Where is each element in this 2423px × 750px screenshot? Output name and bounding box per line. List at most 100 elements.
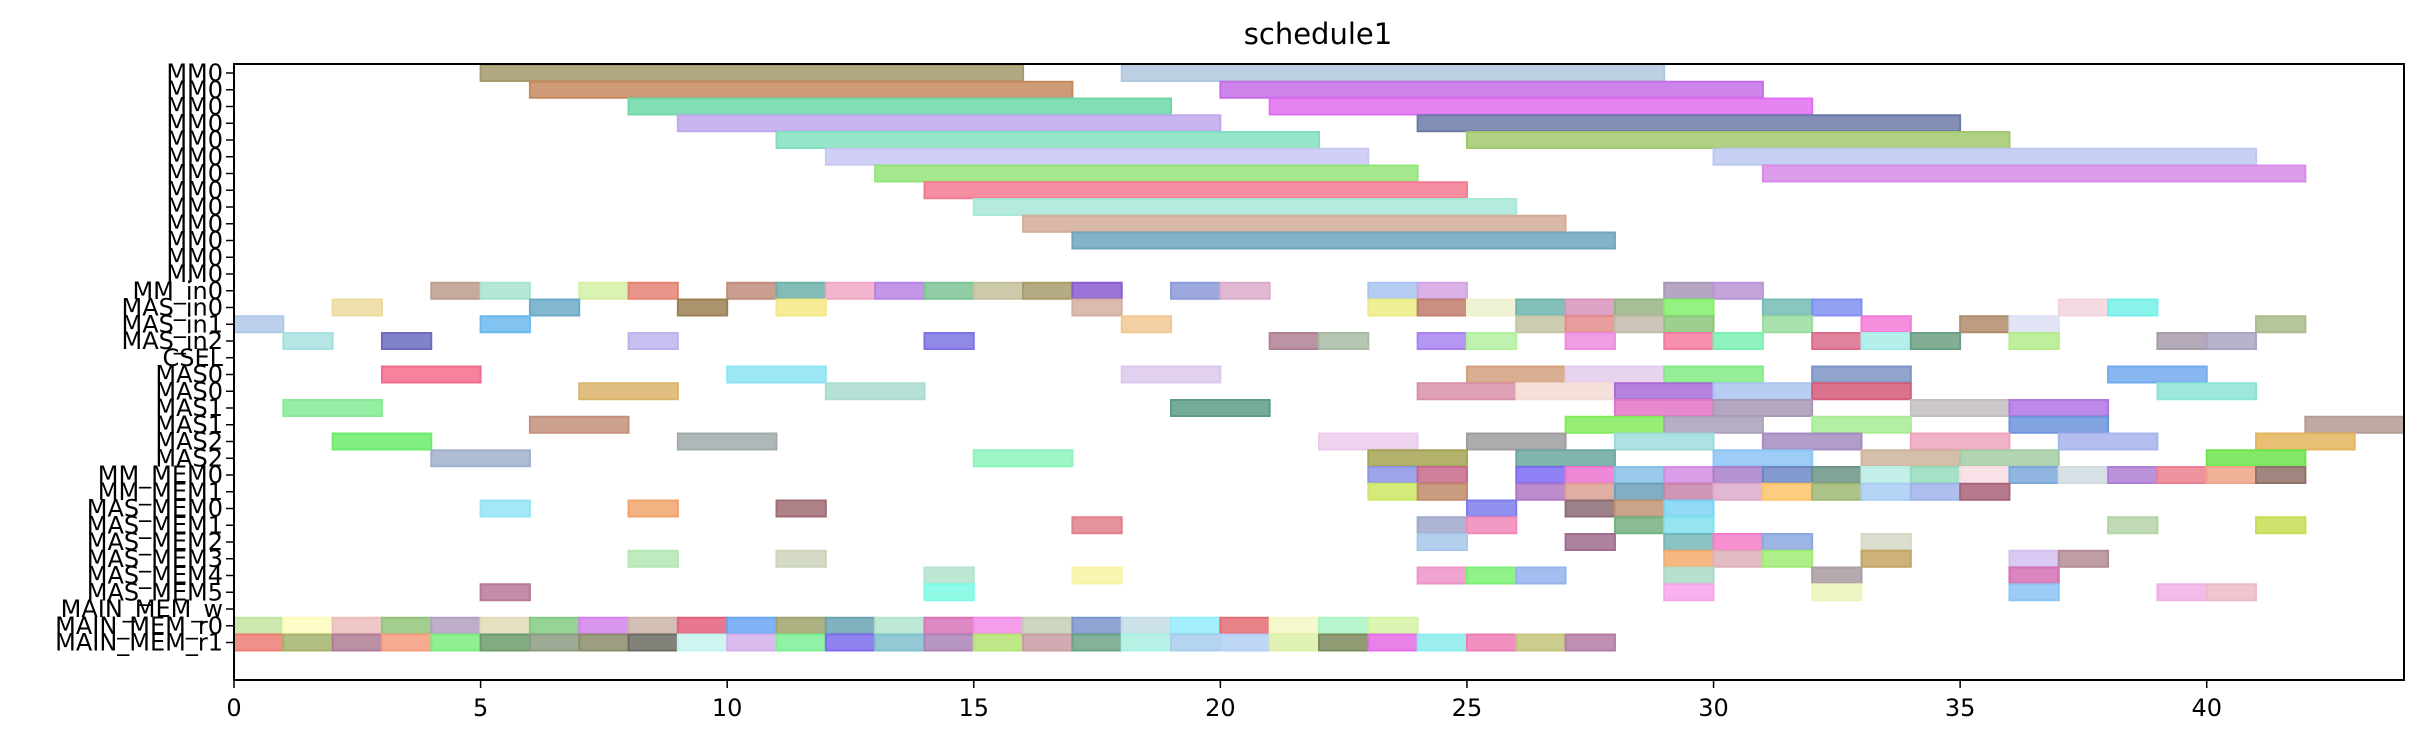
task-bar <box>1465 131 2011 149</box>
task-bar <box>775 281 827 300</box>
task-bar <box>1613 382 1715 401</box>
task-bar <box>1712 533 1764 551</box>
x-tick-label: 25 <box>1452 694 1483 722</box>
task-bar <box>282 616 334 635</box>
task-bar <box>1712 382 1814 401</box>
task-bar <box>1613 298 1666 317</box>
task-bar <box>2008 466 2060 484</box>
task-bar <box>1465 516 1518 535</box>
y-tick-label: MM0 <box>166 109 223 137</box>
task-bar <box>1564 332 1616 350</box>
task-bar <box>2008 415 2110 434</box>
y-tick-label: MAS0 <box>155 377 223 405</box>
task-bar <box>1564 482 1616 501</box>
task-bar <box>2156 466 2208 484</box>
task-bar <box>627 281 679 300</box>
y-tick-label: MM0 <box>166 59 223 87</box>
y-tick-label: MAS1 <box>155 394 223 422</box>
task-bar <box>1712 549 1764 568</box>
task-bar <box>2205 332 2258 350</box>
task-bar <box>1120 633 1173 652</box>
task-bar <box>1761 482 1814 501</box>
task-bar <box>1367 482 1419 501</box>
task-bar <box>1367 466 1419 484</box>
task-bar <box>1515 466 1567 484</box>
task-bar <box>1515 566 1567 585</box>
task-bar <box>1367 633 1419 652</box>
task-bar <box>1268 97 1814 116</box>
task-bar <box>2008 332 2060 350</box>
task-bar <box>627 549 679 568</box>
y-tick-label: MAS_in2 <box>121 327 223 355</box>
task-bar <box>1022 616 1074 635</box>
task-bar <box>2008 549 2060 568</box>
task-bar <box>676 432 778 451</box>
y-tick-label: CSEL <box>162 344 223 372</box>
task-bar <box>1071 231 1616 250</box>
task-bar <box>2156 332 2208 350</box>
task-bar <box>1318 633 1370 652</box>
y-tick-label: MM0 <box>166 160 223 188</box>
task-bar <box>676 633 729 652</box>
task-bar <box>1367 616 1419 635</box>
task-bar <box>1811 583 1863 602</box>
y-axis-labels: MM0MM0MM0MM0MM0MM0MM0MM0MM0MM0MM0MM0MM0M… <box>55 59 234 657</box>
task-bar <box>824 616 877 635</box>
task-bar <box>1712 332 1764 350</box>
task-bar <box>2156 583 2208 602</box>
task-bar <box>1811 332 1863 350</box>
task-bar <box>1761 315 1814 334</box>
task-bar <box>923 616 975 635</box>
task-bar <box>1959 466 2011 484</box>
task-bar <box>2205 449 2307 468</box>
task-bar <box>1663 482 1715 501</box>
task-bar <box>1416 516 1468 535</box>
y-tick-label: MAS_in1 <box>121 310 223 338</box>
task-bar <box>1071 281 1123 300</box>
task-bar <box>775 549 827 568</box>
task-bar <box>1515 298 1567 317</box>
task-bar <box>282 399 383 417</box>
task-bar <box>233 633 285 652</box>
task-bar <box>1367 281 1419 300</box>
task-bar <box>1909 332 1962 350</box>
task-bar <box>824 633 877 652</box>
task-bar <box>1219 281 1271 300</box>
task-bar <box>775 499 827 518</box>
task-bar <box>1564 466 1616 484</box>
task-bar <box>1268 332 1320 350</box>
task-bar <box>874 616 926 635</box>
task-bar <box>1416 281 1468 300</box>
task-bar <box>824 281 877 300</box>
y-tick-label: MAIN_MEM_r1 <box>55 629 223 657</box>
task-bar <box>1761 549 1814 568</box>
task-bar <box>2255 466 2307 484</box>
y-tick-label: MM0 <box>166 93 223 121</box>
task-bar <box>874 633 926 652</box>
task-bar <box>282 332 334 350</box>
task-bar <box>1120 64 1666 82</box>
task-bar <box>578 633 630 652</box>
task-bar <box>1811 365 1912 384</box>
y-tick-label: MAS_MEM0 <box>87 495 223 523</box>
task-bar <box>1811 382 1912 401</box>
task-bar <box>1022 633 1074 652</box>
task-bar <box>2008 315 2060 334</box>
task-bar <box>824 147 1370 166</box>
task-bar <box>972 281 1025 300</box>
task-bar <box>1761 164 2307 183</box>
y-tick-label: MAIN_MEM_r0 <box>55 612 223 640</box>
task-bar <box>1663 365 1764 384</box>
x-tick-label: 5 <box>473 694 488 722</box>
task-bar <box>430 449 531 468</box>
task-bar <box>923 566 975 585</box>
x-tick-label: 0 <box>226 694 241 722</box>
task-bar <box>1959 482 2011 501</box>
task-bar <box>627 332 679 350</box>
task-bar <box>1613 516 1666 535</box>
task-bar <box>726 633 778 652</box>
y-tick-label: MM0 <box>166 210 223 238</box>
task-bar <box>1811 466 1863 484</box>
task-bar <box>2107 466 2159 484</box>
